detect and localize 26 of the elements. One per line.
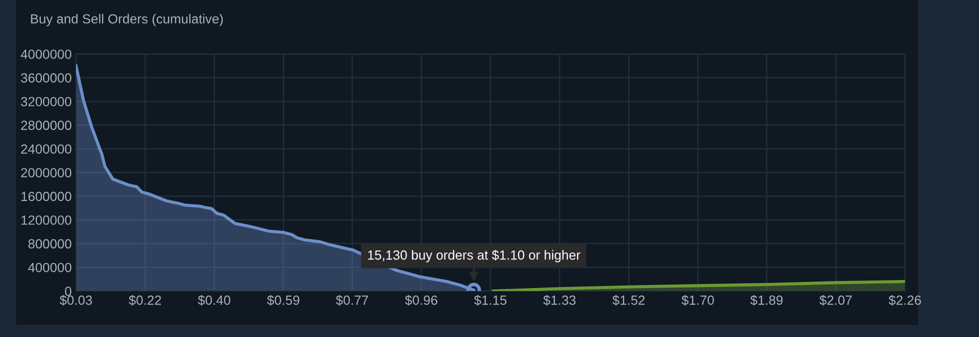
x-tick-label: $0.22	[128, 294, 161, 306]
y-tick-label: 400000	[28, 262, 72, 272]
y-tick-label: 2400000	[21, 144, 72, 154]
x-tick-label: $0.96	[404, 294, 438, 306]
x-tick-label: $0.59	[267, 294, 300, 306]
y-tick-label: 3200000	[20, 96, 72, 106]
x-tick-label: $2.07	[819, 294, 852, 306]
x-tick-label: $1.89	[750, 294, 783, 306]
x-tick-label: $1.33	[543, 294, 576, 306]
y-tick-label: 2800000	[21, 120, 72, 130]
x-tick-label: $2.26	[888, 294, 921, 306]
y-tick-label: 0	[65, 286, 72, 296]
chart-title: Buy and Sell Orders (cumulative)	[31, 14, 223, 26]
annotation: 15,130 buy orders at $1.10 or higher	[368, 250, 580, 262]
x-tick-label: $0.40	[198, 294, 230, 306]
x-tick-label: $1.52	[612, 294, 645, 306]
x-tick-label: $1.70	[682, 294, 714, 306]
x-tick-label: $1.15	[474, 294, 506, 306]
y-tick-label: 1600000	[21, 192, 72, 202]
y-tick-label: 4000000	[20, 50, 72, 59]
x-tick-label: $0.77	[336, 294, 368, 306]
x-tick-label: $0.03	[60, 294, 92, 306]
y-tick-label: 3600000	[20, 73, 72, 83]
y-tick-label: 800000	[28, 239, 72, 249]
y-tick-label: 1200000	[21, 215, 72, 225]
y-tick-label: 2000000	[21, 168, 72, 178]
